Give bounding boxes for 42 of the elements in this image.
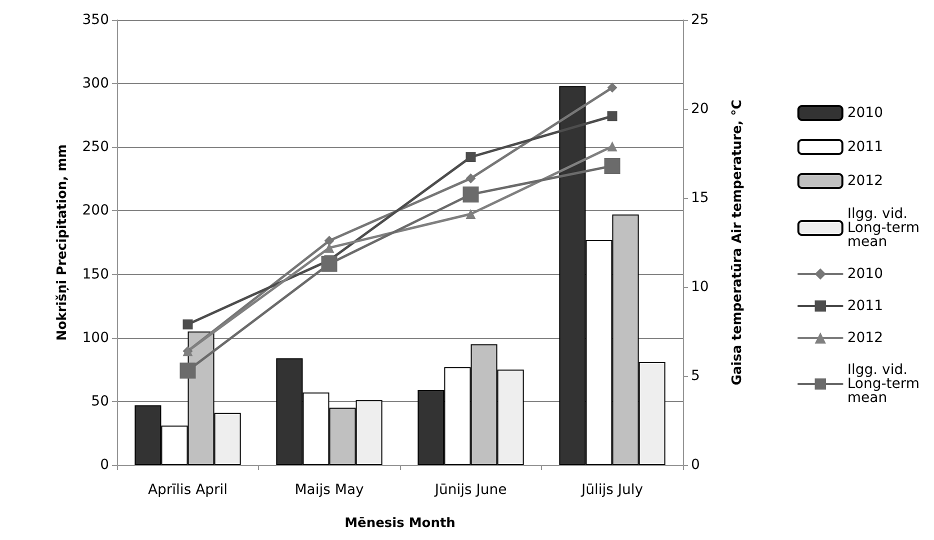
x-tick-label: Maijs May: [294, 482, 364, 498]
point: [324, 236, 334, 246]
x-tick-label: Jūlijs July: [580, 482, 644, 498]
y-tick-label: 250: [82, 139, 109, 156]
x-tick-label: Aprīlis April: [148, 482, 228, 498]
y-tick-label: 0: [100, 457, 109, 473]
legend-label: 2011: [847, 298, 884, 314]
y-tick-label: 350: [82, 12, 109, 28]
legend-label: 2012: [847, 173, 884, 189]
point: [607, 141, 618, 152]
y2-tick-label: 20: [691, 101, 709, 117]
legend-label: Ilgg. vid. Long-term mean: [847, 362, 924, 406]
point: [180, 362, 196, 379]
point: [466, 209, 476, 220]
y2-tick-label: 25: [691, 12, 709, 28]
point: [466, 152, 476, 162]
y-tick-label: 200: [82, 202, 109, 219]
y2-tick-label: 10: [691, 279, 709, 295]
point: [607, 82, 618, 93]
y2-tick-label: 15: [691, 190, 709, 206]
x-tick-label: Jūnijs June: [434, 482, 507, 498]
point: [466, 173, 476, 184]
legend-label: 2011: [847, 139, 884, 155]
y-tick-label: 100: [82, 330, 109, 346]
legend-label: 2010: [847, 105, 884, 121]
y-tick-label: 300: [82, 76, 109, 92]
y2-tick-label: 5: [691, 368, 700, 384]
point: [607, 111, 618, 122]
point: [182, 319, 193, 330]
point: [604, 158, 620, 174]
x-axis-title: Mēnesis Month: [344, 516, 456, 531]
y2-tick-label: 0: [691, 457, 700, 473]
y-tick-label: 150: [82, 266, 109, 282]
legend-label: 2010: [847, 266, 884, 282]
point: [462, 186, 479, 202]
point: [321, 256, 338, 272]
y-tick-label: 50: [91, 393, 109, 410]
y-axis-title: Nokrišņi Precipitation, mm: [55, 144, 70, 341]
legend-label: Ilgg. vid. Long-term mean: [847, 206, 924, 250]
legend-label: 2012: [847, 330, 884, 346]
y2-axis-title: Gaisa temperatūra Air temperature, °C: [730, 100, 745, 386]
point: [324, 242, 334, 253]
